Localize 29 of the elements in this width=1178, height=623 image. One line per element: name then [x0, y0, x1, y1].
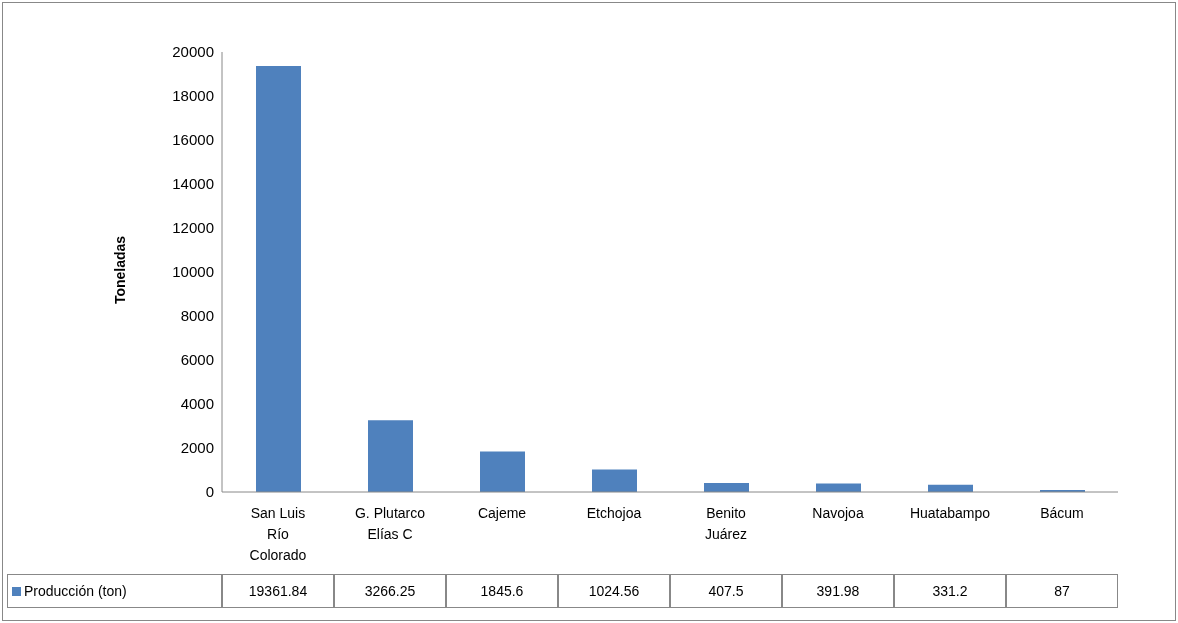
- y-tick-label: 8000: [180, 307, 214, 325]
- x-tick-label: Navojoa: [812, 505, 864, 521]
- y-tick-label: 2000: [180, 439, 214, 457]
- y-tick-label: 18000: [172, 87, 214, 105]
- x-tick-label: Bácum: [1040, 505, 1084, 521]
- data-label: 1024.56: [558, 574, 670, 608]
- data-label: 407.5: [670, 574, 782, 608]
- y-axis-title: Toneladas: [112, 234, 128, 307]
- y-tick-label: 10000: [172, 263, 214, 281]
- x-tick-label: Cajeme: [477, 505, 527, 521]
- y-tick-label: 14000: [172, 175, 214, 193]
- data-label: 331.2: [894, 574, 1006, 608]
- x-tick-label: Etchojoa: [586, 505, 642, 521]
- x-tick-label: Huatabampo: [909, 505, 991, 521]
- x-tick-label: Benito Juárez: [704, 505, 748, 542]
- x-tick-label: San Luis Río Colorado: [249, 505, 307, 563]
- data-label: 1845.6: [446, 574, 558, 608]
- y-tick-label: 16000: [172, 131, 214, 149]
- legend-label: Producción (ton): [24, 583, 127, 599]
- y-tick-label: 0: [205, 483, 214, 501]
- data-label: 391.98: [782, 574, 894, 608]
- data-label: 87: [1006, 574, 1118, 608]
- x-tick-label: G. Plutarco Elías C: [354, 505, 426, 542]
- data-label: 3266.25: [334, 574, 446, 608]
- y-tick-label: 4000: [180, 395, 214, 413]
- y-tick-label: 6000: [180, 351, 214, 369]
- y-tick-label: 20000: [172, 43, 214, 61]
- y-tick-label: 12000: [172, 219, 214, 237]
- data-label: 19361.84: [222, 574, 334, 608]
